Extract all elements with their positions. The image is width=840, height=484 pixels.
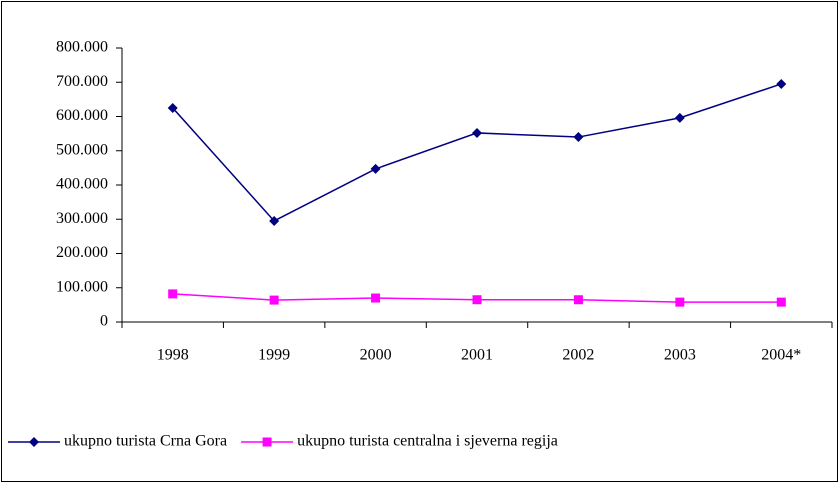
- marker: [674, 112, 685, 123]
- marker: [167, 102, 178, 113]
- legend-label: ukupno turista Crna Gora: [64, 433, 227, 450]
- marker: [573, 132, 584, 143]
- x-tick-label: 2004*: [761, 347, 801, 364]
- x-tick-label: 2000: [360, 347, 392, 364]
- y-tick-label: 0: [100, 313, 108, 330]
- marker: [371, 293, 381, 303]
- marker: [262, 437, 272, 447]
- marker: [168, 289, 178, 299]
- y-tick-label: 700.000: [56, 73, 108, 90]
- marker: [472, 295, 482, 305]
- x-tick-label: 1999: [258, 347, 290, 364]
- marker: [29, 437, 39, 447]
- y-tick-label: 200.000: [56, 244, 108, 261]
- marker: [370, 163, 381, 174]
- marker: [269, 295, 279, 305]
- marker: [269, 215, 280, 226]
- y-tick-label: 500.000: [56, 141, 108, 158]
- marker: [573, 295, 583, 305]
- y-tick-label: 800.000: [56, 39, 108, 56]
- y-tick-label: 300.000: [56, 210, 108, 227]
- y-tick-label: 600.000: [56, 107, 108, 124]
- x-tick-label: 2001: [461, 347, 493, 364]
- legend-label: ukupno turista centralna i sjeverna regi…: [297, 433, 558, 450]
- x-tick-label: 2003: [664, 347, 696, 364]
- y-tick-label: 100.000: [56, 278, 108, 295]
- marker: [776, 78, 787, 89]
- marker: [776, 297, 786, 307]
- x-tick-label: 1998: [157, 347, 189, 364]
- x-tick-label: 2002: [562, 347, 594, 364]
- y-tick-label: 400.000: [56, 176, 108, 193]
- marker: [472, 127, 482, 138]
- marker: [675, 297, 685, 307]
